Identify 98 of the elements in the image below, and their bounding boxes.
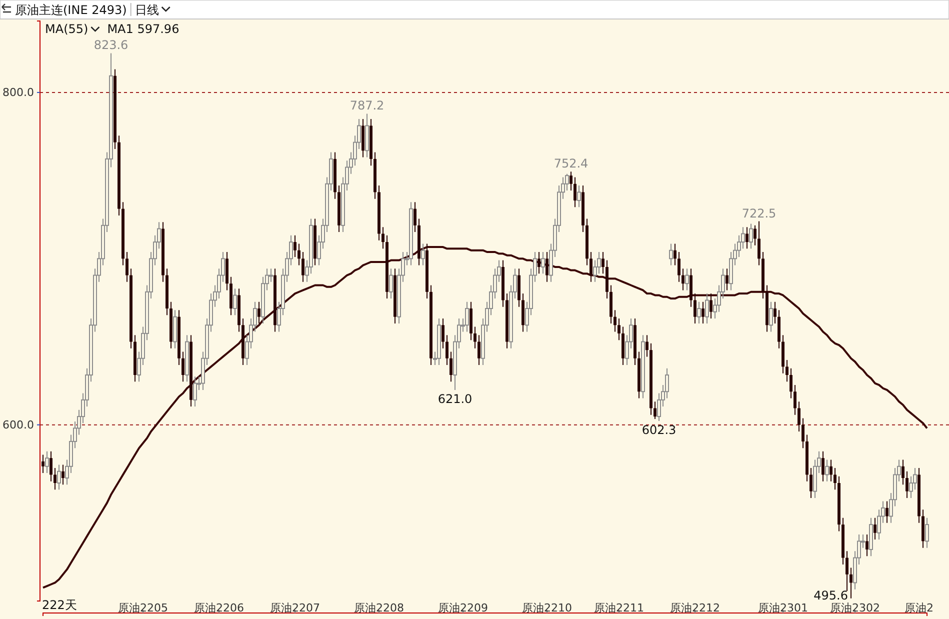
candlestick [846, 550, 848, 592]
candlestick [465, 301, 469, 332]
chart-subtitle: 日线 [134, 3, 159, 17]
x-tick-label: 原油2207 [270, 601, 320, 614]
candlestick [126, 252, 128, 282]
candlestick [902, 459, 904, 486]
candlestick [450, 351, 452, 382]
candlestick [478, 334, 480, 366]
x-tick-label: 原油2302 [830, 601, 880, 614]
annotation: 621.0 [438, 392, 472, 406]
candlestick [850, 567, 852, 599]
annotation: 787.2 [350, 98, 384, 113]
x-tick-label: 原油2205 [118, 601, 168, 614]
candlestick [925, 517, 929, 548]
x-tick-label: 原油2211 [594, 601, 644, 614]
candlestick [577, 185, 581, 208]
candlestick [790, 368, 792, 399]
candlestick [669, 243, 673, 266]
candlestick [45, 450, 49, 474]
candlestick [389, 268, 393, 300]
candlestick [822, 450, 824, 482]
candlestick [193, 376, 197, 408]
candlestick [570, 171, 572, 192]
annotation: 752.4 [554, 156, 588, 171]
annotation: 823.6 [94, 38, 128, 52]
candlestick [446, 334, 448, 366]
candlestick [258, 301, 260, 324]
candlestick [705, 293, 709, 324]
y-tick-label: 600.0 [2, 418, 34, 432]
candlestick [694, 293, 696, 324]
candlestick [294, 234, 296, 258]
candlestick [538, 252, 540, 274]
candlestick [774, 301, 776, 324]
candlestick [678, 252, 680, 282]
x-tick-label: 原油2 [904, 601, 934, 614]
annotation: 602.3 [642, 423, 676, 438]
candlestick [414, 202, 416, 233]
candlestick [874, 517, 876, 540]
annotation: 495.6 [814, 588, 848, 602]
candlestick [682, 268, 684, 291]
x-tick-label: 原油2206 [194, 601, 244, 614]
annotation: 222天 [42, 598, 77, 612]
candlestick [710, 293, 712, 319]
candlestick [726, 268, 728, 291]
candlestick [546, 252, 548, 282]
candlestick [590, 252, 592, 282]
candlestick [654, 401, 656, 420]
candlestick [794, 384, 796, 416]
candlestick [685, 268, 689, 291]
candlestick [233, 288, 237, 316]
annotation: MA1 597.96 [107, 22, 180, 36]
candlestick [42, 454, 44, 474]
candlestick [614, 310, 616, 332]
line-series [42, 246, 928, 589]
candlestick [834, 468, 836, 490]
x-tick-label: 原油2212 [670, 601, 720, 614]
candlestick [602, 252, 604, 274]
candlestick [702, 301, 704, 324]
candlestick [746, 226, 748, 250]
candlestick [302, 252, 304, 282]
candlestick [574, 176, 576, 208]
candlestick [269, 268, 273, 282]
annotation: 722.5 [742, 206, 776, 220]
candlestick [421, 243, 425, 266]
x-tick-label: 原油2301 [758, 601, 808, 614]
y-tick-label: 800.0 [2, 86, 34, 99]
candlestick [866, 534, 868, 557]
candlestick [906, 470, 908, 498]
x-tick-label: 原油2208 [354, 601, 404, 614]
candlestick [830, 459, 832, 482]
candlestick [57, 464, 61, 490]
candlestick [618, 318, 620, 341]
annotation: MA(55) [45, 22, 88, 36]
x-tick-label: 原油2210 [522, 601, 572, 614]
candlestick [62, 464, 64, 486]
candlestick [825, 459, 829, 482]
candlestick [798, 401, 800, 432]
candlestick [50, 450, 52, 482]
candlestick [182, 351, 184, 382]
candlestick [674, 243, 676, 266]
candlestick [886, 500, 888, 524]
candlestick [786, 360, 788, 382]
candlestick [758, 220, 760, 266]
x-tick-label: 原油2209 [438, 601, 488, 614]
candlestick [54, 468, 56, 490]
candlestick [474, 326, 476, 349]
candlestick [382, 226, 384, 250]
candlestick [802, 418, 804, 449]
candlestick [769, 301, 773, 332]
candlestick [697, 301, 701, 324]
candlestick [298, 243, 300, 266]
candlestick [646, 334, 648, 358]
candlestick [754, 224, 756, 246]
candlestick [749, 223, 753, 250]
chart-title: 原油主连(INE 2493) [15, 3, 127, 17]
candlestick [442, 318, 444, 349]
candlestick [810, 468, 812, 498]
candlestick [541, 252, 545, 274]
